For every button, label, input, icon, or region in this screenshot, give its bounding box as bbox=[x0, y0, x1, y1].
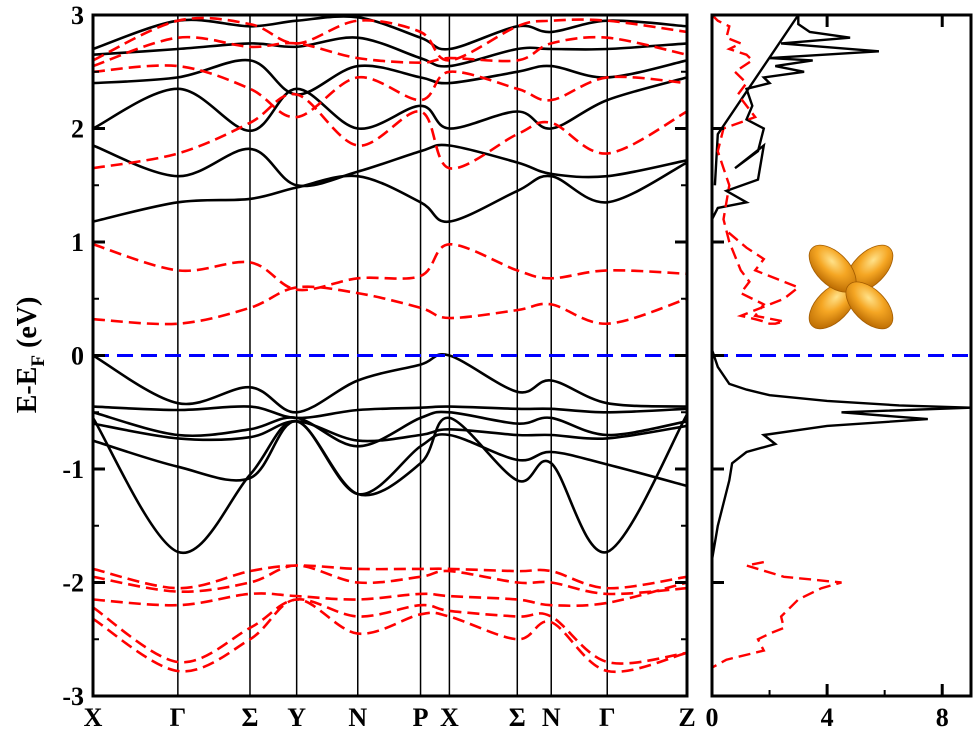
dos-y-axis-ticks bbox=[712, 13, 724, 698]
spin-down-band bbox=[93, 564, 687, 596]
y-tick-label: 3 bbox=[71, 1, 84, 30]
spin-up-band bbox=[93, 76, 687, 133]
kpoint-label: Σ bbox=[509, 703, 526, 731]
kpoint-label: Γ bbox=[599, 703, 616, 731]
dos-spin-up-curve bbox=[712, 349, 971, 583]
dos-spin-down-curve bbox=[712, 15, 801, 325]
y-tick-label: 2 bbox=[71, 115, 84, 144]
spin-down-band bbox=[93, 598, 687, 665]
spin-up-band bbox=[93, 420, 687, 496]
dos-x-axis-ticks bbox=[710, 15, 944, 696]
spin-up-band bbox=[93, 413, 687, 555]
dos-x-tick-label: 4 bbox=[821, 703, 834, 731]
spin-down-band bbox=[93, 598, 687, 674]
spin-up-band bbox=[93, 15, 687, 51]
y-tick-label: -3 bbox=[62, 682, 84, 711]
kpoint-label: Σ bbox=[241, 703, 258, 731]
kpoint-label: X bbox=[440, 703, 459, 731]
spin-up-band bbox=[93, 36, 687, 68]
y-tick-label: 1 bbox=[71, 228, 84, 257]
ylabel-main: E-E bbox=[12, 367, 43, 414]
band-curves bbox=[93, 15, 687, 674]
y-tick-label: 0 bbox=[71, 342, 84, 371]
spin-up-band bbox=[93, 58, 687, 96]
spin-down-band bbox=[93, 242, 687, 292]
dos-spin-up-curve bbox=[712, 15, 879, 231]
d-orbital-icon bbox=[808, 244, 894, 330]
spin-down-band bbox=[93, 564, 687, 590]
dos-spin-down-curve bbox=[712, 560, 842, 669]
spin-up-band bbox=[93, 143, 687, 188]
dos-panel: 0 4 8 bbox=[706, 13, 973, 731]
kpoint-label: Γ bbox=[170, 703, 187, 731]
spin-down-band bbox=[93, 35, 687, 68]
spin-down-band bbox=[93, 285, 687, 326]
kpoint-label: N bbox=[348, 703, 367, 731]
kpoint-label: Z bbox=[678, 703, 695, 731]
y-axis-ticks bbox=[93, 13, 687, 698]
ylabel-subscript: F bbox=[28, 355, 49, 367]
dos-curves bbox=[712, 15, 971, 669]
spin-up-band bbox=[93, 419, 687, 443]
spin-up-band bbox=[93, 161, 687, 223]
dos-x-axis-tick-labels: 0 4 8 bbox=[706, 703, 949, 731]
spin-down-band bbox=[93, 581, 687, 608]
kpoint-label: X bbox=[84, 703, 103, 731]
kpoint-label: Y bbox=[287, 703, 306, 731]
y-axis-tick-labels: -3 -2 -1 0 1 2 3 bbox=[62, 1, 84, 711]
spin-down-band bbox=[93, 16, 687, 62]
ylabel-unit: (eV) bbox=[12, 297, 43, 348]
y-tick-label: -2 bbox=[62, 569, 84, 598]
svg-text:E-EF (eV): E-EF (eV) bbox=[12, 297, 49, 414]
kpoint-label: N bbox=[542, 703, 561, 731]
spin-up-band bbox=[93, 353, 687, 414]
spin-up-band bbox=[93, 405, 687, 420]
dos-x-tick-label: 0 bbox=[706, 703, 719, 731]
dos-x-tick-label: 8 bbox=[936, 703, 949, 731]
spin-up-band bbox=[93, 410, 687, 448]
y-tick-label: -1 bbox=[62, 455, 84, 484]
spin-down-band bbox=[93, 64, 687, 119]
y-axis-label: E-EF (eV) bbox=[12, 297, 49, 414]
kpoint-label: P bbox=[413, 703, 429, 731]
